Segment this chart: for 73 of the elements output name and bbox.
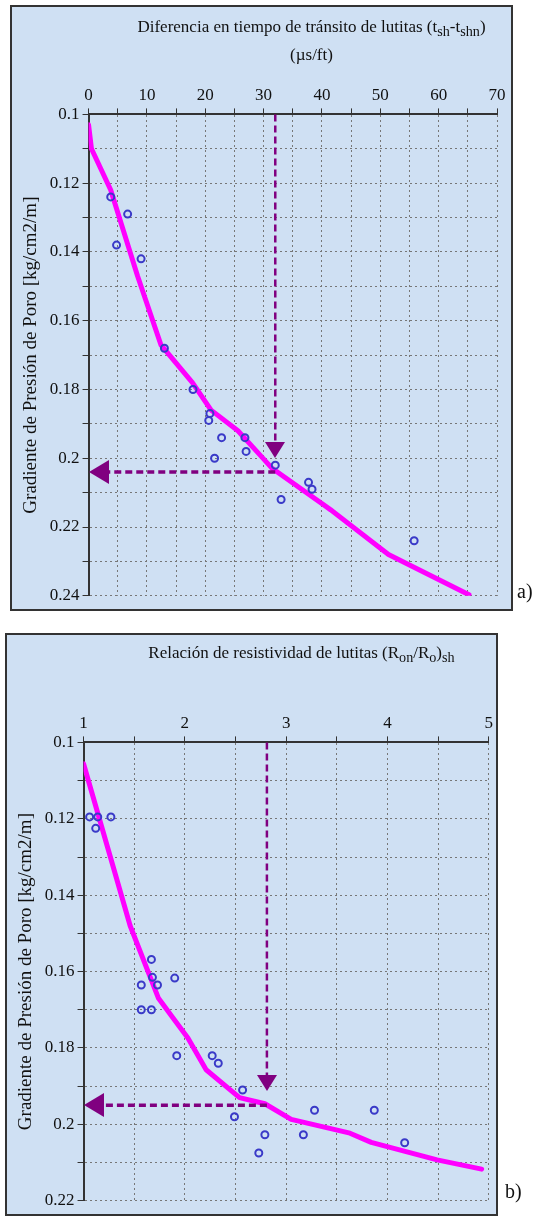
y-axis-title: Gradiente de Presión de Poro [kg/cm2/m] bbox=[19, 196, 41, 514]
point bbox=[276, 495, 286, 505]
y-tick-label: 0.1 bbox=[58, 103, 80, 123]
y-tick-label: 0.14 bbox=[44, 884, 76, 904]
point bbox=[136, 980, 146, 990]
y-tick-label: 0.22 bbox=[49, 516, 80, 536]
point bbox=[136, 1005, 146, 1015]
point bbox=[147, 972, 157, 982]
y-tick-label: 0.1 bbox=[53, 731, 75, 751]
point bbox=[123, 209, 133, 219]
point bbox=[260, 1130, 270, 1140]
y-tick-label: 0.12 bbox=[49, 172, 80, 192]
point bbox=[91, 823, 101, 833]
x-tick-label: 0 bbox=[84, 84, 93, 104]
y-tick-label: 0.16 bbox=[44, 961, 75, 981]
point bbox=[213, 1058, 223, 1068]
point bbox=[217, 433, 227, 443]
point bbox=[400, 1138, 410, 1148]
y-tick-label: 0.12 bbox=[44, 808, 75, 828]
point bbox=[112, 240, 122, 250]
point bbox=[159, 343, 169, 353]
point bbox=[172, 1051, 182, 1061]
point bbox=[240, 433, 250, 443]
y-tick-label: 0.18 bbox=[44, 1037, 75, 1057]
x-tick-label: 10 bbox=[138, 84, 156, 104]
point bbox=[146, 1005, 156, 1015]
y-tick-label: 0.16 bbox=[49, 310, 80, 330]
x-tick-label: 3 bbox=[281, 712, 291, 732]
point bbox=[207, 1051, 217, 1061]
point bbox=[146, 954, 156, 964]
y-tick-label: 0.14 bbox=[49, 241, 81, 261]
y-tick-label: 0.22 bbox=[44, 1190, 75, 1210]
point bbox=[254, 1148, 264, 1158]
point bbox=[241, 446, 251, 456]
point bbox=[106, 812, 116, 822]
x-tick-label: 4 bbox=[383, 712, 393, 732]
text: b) bbox=[505, 1180, 522, 1203]
point bbox=[153, 980, 162, 990]
point bbox=[229, 1112, 239, 1122]
point bbox=[270, 460, 280, 470]
x-tick-label: 40 bbox=[313, 84, 331, 104]
x-tick-label: 50 bbox=[371, 84, 389, 104]
y-tick-label: 0.18 bbox=[49, 378, 80, 398]
y-axis-title: Gradiente de Presión de Poro [kg/cm2/m] bbox=[14, 813, 36, 1131]
point bbox=[204, 415, 214, 425]
point bbox=[304, 477, 314, 487]
text: Diferencia en tiempo de tránsito de lutitas (t$_{sh}$-t$_{shn}$) (µs/ft) bbox=[137, 17, 486, 65]
x-tick-label: 5 bbox=[484, 712, 493, 732]
x-tick-label: 1 bbox=[79, 712, 88, 732]
x-axis-title: Relación de resistividad de lutitas (R$_{on}$/R$_{o}$)$_{sh}$ bbox=[147, 642, 456, 668]
x-tick-label: 20 bbox=[196, 84, 214, 104]
point bbox=[170, 973, 180, 983]
point bbox=[298, 1130, 308, 1140]
x-tick-label: 30 bbox=[255, 84, 273, 104]
point bbox=[409, 536, 419, 546]
point bbox=[188, 384, 198, 394]
point bbox=[238, 1085, 248, 1095]
point bbox=[93, 812, 103, 822]
x-tick-label: 2 bbox=[180, 712, 190, 732]
point bbox=[85, 812, 95, 822]
point bbox=[369, 1105, 379, 1115]
point bbox=[307, 484, 317, 494]
point bbox=[106, 192, 116, 202]
text: a) bbox=[517, 580, 533, 603]
point bbox=[310, 1105, 320, 1115]
point bbox=[136, 254, 146, 264]
point bbox=[210, 453, 220, 463]
point bbox=[205, 409, 215, 419]
y-tick-label: 0.2 bbox=[53, 1113, 75, 1133]
x-tick-label: 60 bbox=[430, 84, 448, 104]
x-tick-label: 70 bbox=[488, 84, 506, 104]
y-tick-label: 0.24 bbox=[49, 585, 81, 605]
y-tick-label: 0.2 bbox=[58, 447, 80, 467]
